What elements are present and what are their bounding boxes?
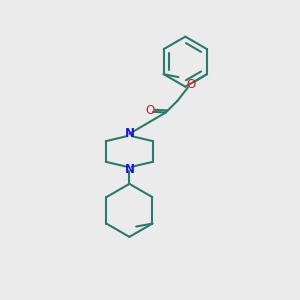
- Text: N: N: [124, 127, 134, 140]
- Text: O: O: [186, 78, 195, 91]
- Text: O: O: [145, 104, 154, 118]
- Text: N: N: [124, 163, 134, 176]
